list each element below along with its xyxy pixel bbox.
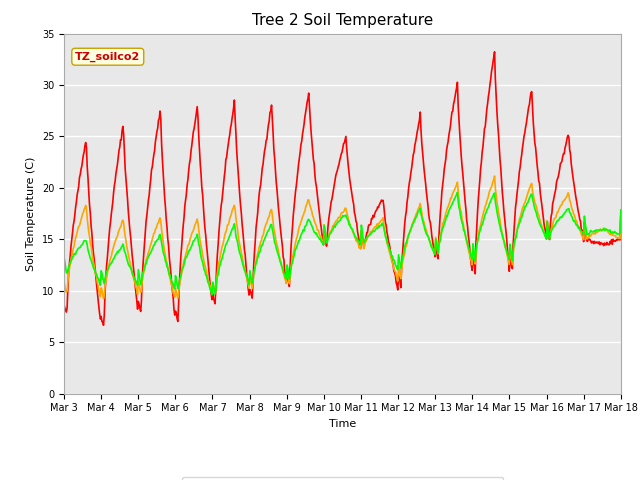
Legend: Tree2 -2cm, Tree2 -4cm, Tree2 -8cm: Tree2 -2cm, Tree2 -4cm, Tree2 -8cm [182, 477, 503, 480]
Tree2 -2cm [214, 242, 222, 248]
Tree2 -4cm [491, 173, 499, 179]
Tree2 -4cm [411, 215, 419, 220]
Tree2 -4cm [70, 243, 78, 249]
Tree2 -4cm [128, 268, 136, 274]
Tree2 -2cm [128, 252, 136, 258]
Title: Tree 2 Soil Temperature: Tree 2 Soil Temperature [252, 13, 433, 28]
Tree2 -8cm [454, 190, 461, 195]
Line: Tree2 -4cm: Tree2 -4cm [64, 176, 621, 299]
Tree2 -8cm [214, 272, 222, 277]
Tree2 -2cm [428, 225, 435, 231]
Tree2 -8cm [208, 292, 216, 298]
Tree2 -2cm [70, 218, 78, 224]
Y-axis label: Soil Temperature (C): Soil Temperature (C) [26, 156, 36, 271]
Tree2 -8cm [617, 207, 625, 213]
Tree2 -4cm [428, 242, 435, 248]
Tree2 -8cm [60, 254, 68, 260]
Tree2 -2cm [185, 168, 193, 173]
Tree2 -8cm [411, 217, 419, 223]
Tree2 -8cm [428, 244, 435, 250]
Tree2 -4cm [60, 278, 68, 284]
Tree2 -4cm [185, 242, 193, 248]
Line: Tree2 -2cm: Tree2 -2cm [64, 52, 621, 325]
Tree2 -8cm [184, 251, 192, 257]
X-axis label: Time: Time [329, 419, 356, 429]
Tree2 -2cm [60, 301, 68, 307]
Tree2 -8cm [70, 251, 78, 257]
Tree2 -2cm [411, 143, 419, 148]
Tree2 -4cm [100, 296, 108, 301]
Text: TZ_soilco2: TZ_soilco2 [75, 51, 140, 62]
Tree2 -4cm [214, 264, 222, 270]
Tree2 -8cm [127, 267, 135, 273]
Tree2 -2cm [100, 323, 108, 328]
Tree2 -4cm [617, 213, 625, 218]
Tree2 -2cm [617, 214, 625, 219]
Tree2 -2cm [491, 49, 499, 55]
Line: Tree2 -8cm: Tree2 -8cm [64, 192, 621, 295]
